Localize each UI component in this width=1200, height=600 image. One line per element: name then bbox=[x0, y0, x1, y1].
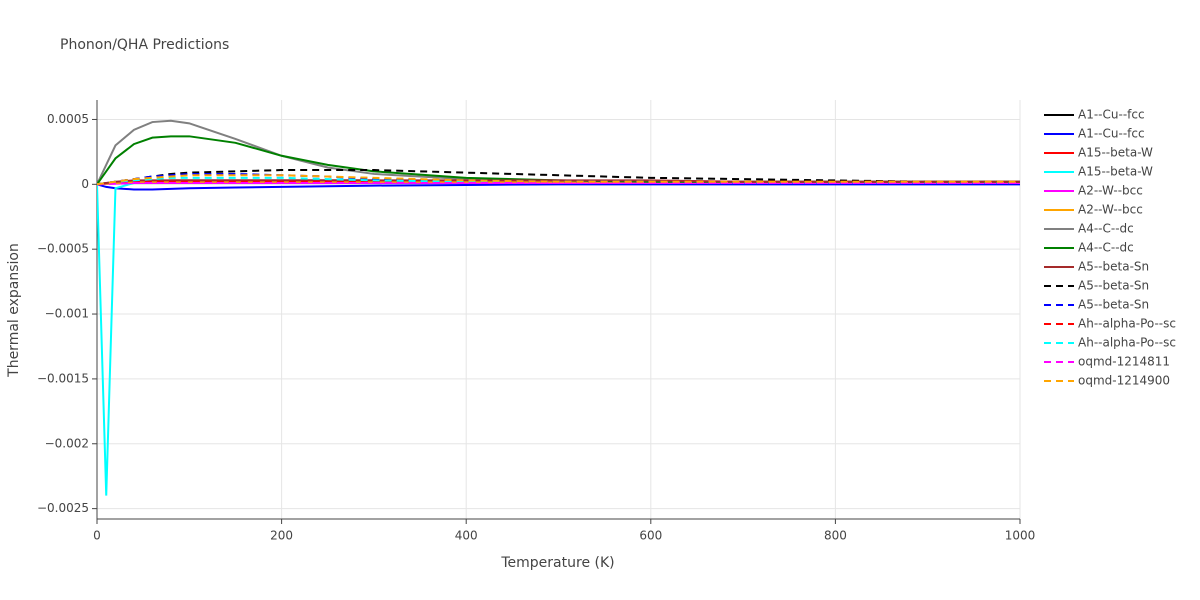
series-line bbox=[97, 174, 1020, 186]
legend-label: oqmd-1214900 bbox=[1078, 374, 1170, 388]
chart-title: Phonon/QHA Predictions bbox=[60, 37, 229, 53]
series-line bbox=[97, 182, 1020, 186]
y-tick-label: −0.002 bbox=[45, 436, 89, 450]
legend-label: A4--C--dc bbox=[1078, 241, 1134, 255]
legend-label: Ah--alpha-Po--sc bbox=[1078, 336, 1176, 350]
x-tick-label: 0 bbox=[93, 529, 101, 543]
x-tick-label: 1000 bbox=[1005, 529, 1036, 543]
x-tick-label: 600 bbox=[639, 529, 662, 543]
series-line bbox=[97, 183, 1020, 191]
y-tick-label: 0.0005 bbox=[47, 112, 89, 126]
legend-label: A2--W--bcc bbox=[1078, 203, 1143, 217]
y-tick-label: −0.0005 bbox=[37, 242, 89, 256]
y-tick-label: 0 bbox=[81, 177, 89, 191]
x-axis-label: Temperature (K) bbox=[500, 555, 614, 571]
legend-label: A15--beta-W bbox=[1078, 165, 1153, 179]
y-tick-label: −0.0015 bbox=[37, 371, 89, 385]
y-tick-label: −0.0025 bbox=[37, 501, 89, 515]
y-axis-label: Thermal expansion bbox=[6, 243, 22, 378]
legend-label: A15--beta-W bbox=[1078, 146, 1153, 160]
legend-label: A1--Cu--fcc bbox=[1078, 108, 1145, 122]
legend-label: A1--Cu--fcc bbox=[1078, 127, 1145, 141]
legend-label: A4--C--dc bbox=[1078, 222, 1134, 236]
legend-label: A5--beta-Sn bbox=[1078, 260, 1149, 274]
x-tick-label: 200 bbox=[270, 529, 293, 543]
legend-label: A2--W--bcc bbox=[1078, 184, 1143, 198]
x-tick-label: 400 bbox=[455, 529, 478, 543]
legend-label: Ah--alpha-Po--sc bbox=[1078, 317, 1176, 331]
legend-label: oqmd-1214811 bbox=[1078, 355, 1170, 369]
series-line bbox=[97, 169, 1020, 186]
series-line bbox=[97, 180, 1020, 496]
x-tick-label: 800 bbox=[824, 529, 847, 543]
y-tick-label: −0.001 bbox=[45, 307, 89, 321]
legend-label: A5--beta-Sn bbox=[1078, 298, 1149, 312]
legend-label: A5--beta-Sn bbox=[1078, 279, 1149, 293]
